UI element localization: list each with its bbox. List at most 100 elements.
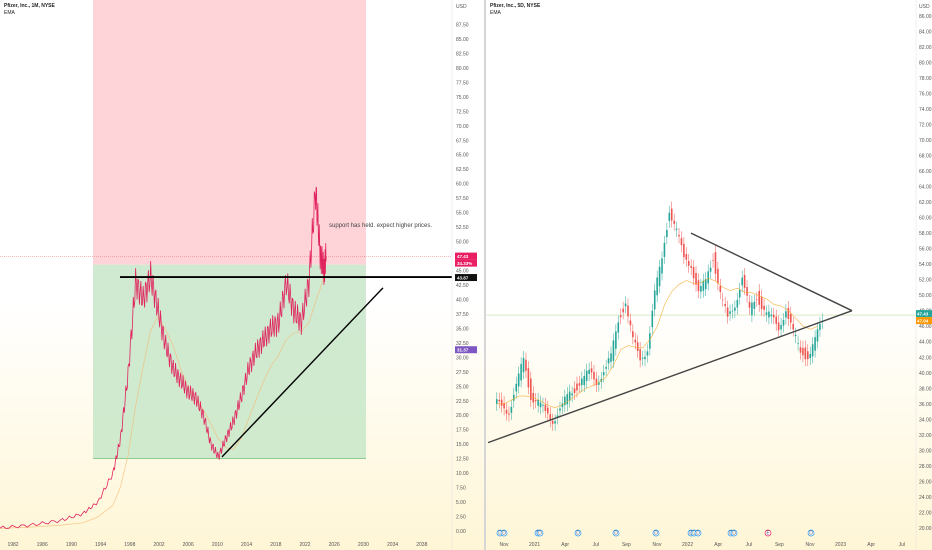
candle-body	[595, 378, 598, 386]
dividend-marker[interactable]: D	[807, 529, 815, 537]
y-tick-label: 40.00	[456, 297, 469, 303]
candle-body	[554, 421, 556, 424]
dividend-marker-label: D	[576, 531, 580, 537]
dividend-marker-label: D	[654, 531, 658, 537]
y-tick-label: 65.00	[456, 153, 469, 159]
candle-body	[680, 238, 683, 246]
candle-body	[700, 286, 702, 292]
candle-body	[585, 370, 588, 381]
y-tick-label: 32.00	[919, 433, 932, 439]
y-tick-label: 20.00	[919, 526, 932, 532]
candle-body	[717, 268, 719, 284]
currency-label: USD	[456, 4, 467, 10]
dividend-marker[interactable]: D	[730, 529, 738, 537]
y-tick-label: 27.50	[456, 370, 469, 376]
candle-body	[629, 320, 632, 326]
x-tick-label: 2030	[358, 542, 369, 548]
candle-body	[568, 391, 571, 401]
right-chart-pane[interactable]: Pfizer, Inc., 5D, NYSE EMA USD 20.00 22.00…	[486, 0, 932, 550]
y-tick-label: 46.00	[919, 324, 932, 330]
price-tag: 31.37	[455, 346, 477, 354]
right-chart-header: Pfizer, Inc., 5D, NYSE EMA	[490, 3, 540, 16]
candle-body	[673, 220, 675, 224]
candle-body	[522, 357, 525, 373]
candle-body	[678, 234, 680, 237]
candle-body	[683, 243, 685, 258]
dividend-marker[interactable]: E	[764, 529, 772, 537]
y-tick-label: 68.00	[919, 153, 932, 159]
y-tick-label: 57.50	[456, 196, 469, 202]
y-tick-label: 55.00	[456, 211, 469, 217]
candle-body	[734, 307, 736, 311]
candle-body	[607, 358, 610, 364]
stop-zone	[93, 264, 366, 459]
y-tick-label: 5.00	[456, 500, 466, 506]
y-tick-label: 72.00	[919, 122, 932, 128]
x-tick-label: Nov	[806, 542, 815, 548]
candle-body	[537, 399, 539, 406]
y-tick-label: 80.00	[919, 60, 932, 66]
dividend-marker[interactable]: D	[574, 529, 582, 537]
dividend-marker[interactable]: D	[694, 529, 702, 537]
candle-body	[627, 305, 629, 317]
candle-body	[806, 351, 809, 360]
candle-body	[785, 311, 787, 318]
candle-body	[758, 290, 760, 305]
candle-body	[770, 314, 773, 317]
candle-body	[617, 322, 620, 333]
dividend-marker[interactable]: D	[536, 529, 544, 537]
candle-body	[622, 308, 624, 313]
dividend-marker-label: D	[502, 531, 506, 537]
y-tick-label: 62.00	[919, 200, 932, 206]
dividend-marker-circle	[612, 529, 620, 537]
ema-line	[497, 277, 818, 409]
candle-body	[714, 252, 717, 274]
candle-body	[503, 403, 505, 409]
y-tick-label: 62.50	[456, 167, 469, 173]
candle-body	[738, 289, 741, 298]
y-tick-label: 44.00	[919, 340, 932, 346]
y-tick-label: 84.00	[919, 29, 932, 35]
dividend-marker[interactable]: D	[500, 529, 508, 537]
left-chart-svg[interactable]: support has held. expect higher prices. U…	[0, 0, 484, 550]
price-tag: 47.04	[916, 317, 932, 325]
candle-body	[590, 368, 593, 373]
price-tag-text: 47.43	[457, 254, 469, 259]
x-tick-label: 2014	[241, 542, 252, 548]
y-tick-label: 58.00	[919, 231, 932, 237]
dividend-marker[interactable]: D	[612, 529, 620, 537]
candle-body	[517, 373, 520, 387]
candle-body	[566, 394, 569, 405]
x-tick-label: 2023	[835, 542, 846, 548]
candle-body	[576, 383, 578, 391]
candle-body	[687, 261, 690, 266]
x-tick-label: 2021	[529, 542, 540, 548]
x-tick-label: 1998	[124, 542, 135, 548]
y-tick-label: 50.00	[456, 240, 469, 246]
candle-body	[547, 407, 549, 414]
y-tick-label: 22.00	[919, 510, 932, 516]
y-tick-label: 17.50	[456, 428, 469, 434]
candle-body	[780, 325, 782, 330]
candle-body	[695, 273, 697, 285]
candle-body	[651, 310, 654, 328]
left-symbol-label: Pfizer, Inc., 1M, NYSE	[4, 3, 55, 9]
candle-body	[581, 378, 583, 386]
right-chart-svg[interactable]: USD 20.00 22.00 24.00 26.00 28.00 30.00 32.00 34…	[486, 0, 932, 550]
x-tick-label: 2002	[153, 542, 164, 548]
candle-body	[510, 406, 513, 413]
candle-body	[741, 277, 743, 286]
pane-divider[interactable]	[484, 0, 486, 550]
candle-body	[731, 310, 734, 312]
candle-body	[765, 312, 768, 315]
candle-body	[636, 342, 639, 351]
candle-body	[692, 267, 695, 279]
x-tick-label: Sep	[775, 542, 784, 548]
uptrend-line	[221, 287, 384, 458]
left-chart-pane[interactable]: Pfizer, Inc., 1M, NYSE EMA support has h…	[0, 0, 484, 550]
dividend-marker-label: D	[538, 531, 542, 537]
candle-body	[527, 368, 530, 388]
candle-body	[768, 311, 770, 318]
dividend-marker[interactable]: D	[652, 529, 660, 537]
x-tick-label: Apr	[714, 542, 722, 548]
